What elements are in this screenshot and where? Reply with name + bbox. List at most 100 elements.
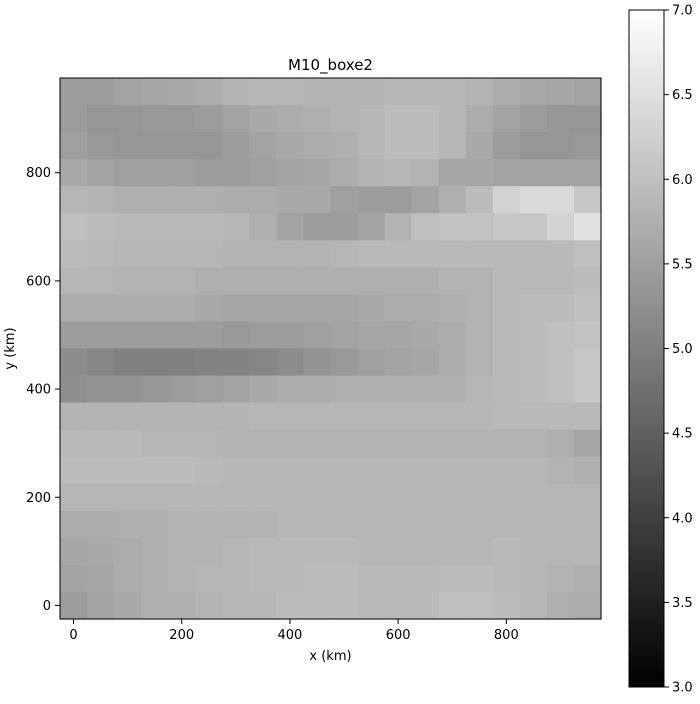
- heatmap-cell: [384, 456, 413, 485]
- heatmap-cell: [168, 456, 196, 485]
- heatmap-cell: [60, 240, 88, 268]
- heatmap-cell: [519, 159, 548, 187]
- colorbar-tick-label: 5.0: [672, 342, 693, 357]
- heatmap-cell: [330, 267, 359, 295]
- heatmap-cell: [519, 321, 548, 350]
- heatmap-cell: [87, 375, 115, 404]
- heatmap-cell: [87, 456, 115, 485]
- heatmap-cell: [303, 159, 332, 187]
- heatmap-cell: [546, 267, 575, 295]
- heatmap-cell: [384, 375, 413, 404]
- heatmap-cell: [546, 132, 575, 160]
- heatmap-cell: [114, 213, 142, 241]
- heatmap-cell: [492, 348, 521, 377]
- heatmap-cell: [411, 78, 440, 106]
- heatmap-cell: [87, 159, 115, 187]
- heatmap-cell: [276, 267, 305, 295]
- heatmap-cell: [222, 591, 250, 620]
- y-tick-label: 0: [43, 599, 51, 614]
- heatmap-cell: [330, 537, 359, 566]
- heatmap-cell: [411, 186, 440, 214]
- heatmap-cell: [384, 564, 413, 593]
- heatmap-cell: [195, 591, 223, 620]
- y-tick-label: 600: [26, 274, 51, 289]
- heatmap-cell: [114, 456, 142, 485]
- heatmap-cell: [168, 483, 196, 512]
- heatmap-cell: [60, 321, 88, 350]
- heatmap-cell: [384, 78, 413, 106]
- heatmap-cell: [195, 537, 223, 566]
- colorbar-ticks: 3.0 3.5 4.0 4.5 5.0 5.5 6.0 6.5 7.0: [664, 4, 693, 696]
- heatmap-cell: [303, 375, 332, 404]
- heatmap-cell: [276, 321, 305, 350]
- heatmap-cell: [303, 564, 332, 593]
- heatmap-cell: [573, 456, 602, 485]
- heatmap-cell: [141, 429, 169, 458]
- heatmap-cell: [114, 78, 142, 106]
- heatmap-cell: [411, 321, 440, 350]
- heatmap-cell: [87, 429, 115, 458]
- heatmap-cell: [492, 321, 521, 350]
- heatmap-cell: [114, 564, 142, 593]
- heatmap-cell: [438, 375, 467, 404]
- heatmap-cell: [60, 267, 88, 295]
- heatmap-cell: [195, 213, 223, 241]
- heatmap-cell: [438, 402, 467, 431]
- colorbar-tick-label: 6.5: [672, 88, 693, 103]
- heatmap-cell: [492, 240, 521, 268]
- heatmap-cell: [573, 78, 602, 106]
- heatmap-cell: [276, 402, 305, 431]
- heatmap-cell: [141, 537, 169, 566]
- heatmap-cell: [330, 375, 359, 404]
- heatmap-cell: [573, 321, 602, 350]
- heatmap-cell: [222, 348, 250, 377]
- heatmap-cell: [411, 591, 440, 620]
- heatmap-cell: [519, 294, 548, 323]
- heatmap-cell: [357, 132, 386, 160]
- heatmap-cell: [465, 402, 494, 431]
- heatmap-cell: [141, 483, 169, 512]
- heatmap-cell: [573, 213, 602, 241]
- heatmap-cell: [384, 159, 413, 187]
- heatmap-cell: [330, 402, 359, 431]
- heatmap-cell: [519, 510, 548, 539]
- heatmap-cell: [384, 591, 413, 620]
- heatmap-cell: [573, 186, 602, 214]
- heatmap-cell: [222, 78, 250, 106]
- heatmap-cell: [384, 402, 413, 431]
- heatmap-cell: [411, 375, 440, 404]
- heatmap-cell: [357, 213, 386, 241]
- heatmap-cell: [465, 591, 494, 620]
- heatmap-cell: [573, 105, 602, 133]
- heatmap-cell: [438, 321, 467, 350]
- heatmap-cell: [357, 537, 386, 566]
- heatmap-cell: [330, 564, 359, 593]
- heatmap-cell: [411, 564, 440, 593]
- heatmap-cell: [276, 591, 305, 620]
- heatmap-cell: [573, 132, 602, 160]
- heatmap-cell: [573, 267, 602, 295]
- x-tick-label: 800: [494, 628, 519, 643]
- heatmap-cell: [141, 456, 169, 485]
- heatmap-cell: [222, 429, 250, 458]
- heatmap-cell: [195, 456, 223, 485]
- heatmap-cell: [276, 510, 305, 539]
- heatmap-cell: [168, 564, 196, 593]
- heatmap-cell: [546, 105, 575, 133]
- heatmap-cell: [276, 132, 305, 160]
- heatmap-cell: [168, 348, 196, 377]
- heatmap-cell: [141, 510, 169, 539]
- heatmap-cell: [276, 213, 305, 241]
- heatmap-cell: [168, 510, 196, 539]
- heatmap-cell: [546, 321, 575, 350]
- heatmap-cells: [60, 78, 602, 620]
- heatmap-cell: [195, 105, 223, 133]
- heatmap-cell: [573, 510, 602, 539]
- heatmap-cell: [465, 267, 494, 295]
- heatmap-cell: [438, 591, 467, 620]
- heatmap-cell: [222, 456, 250, 485]
- heatmap-cell: [546, 348, 575, 377]
- heatmap-cell: [60, 537, 88, 566]
- heatmap-cell: [249, 132, 277, 160]
- heatmap-cell: [114, 159, 142, 187]
